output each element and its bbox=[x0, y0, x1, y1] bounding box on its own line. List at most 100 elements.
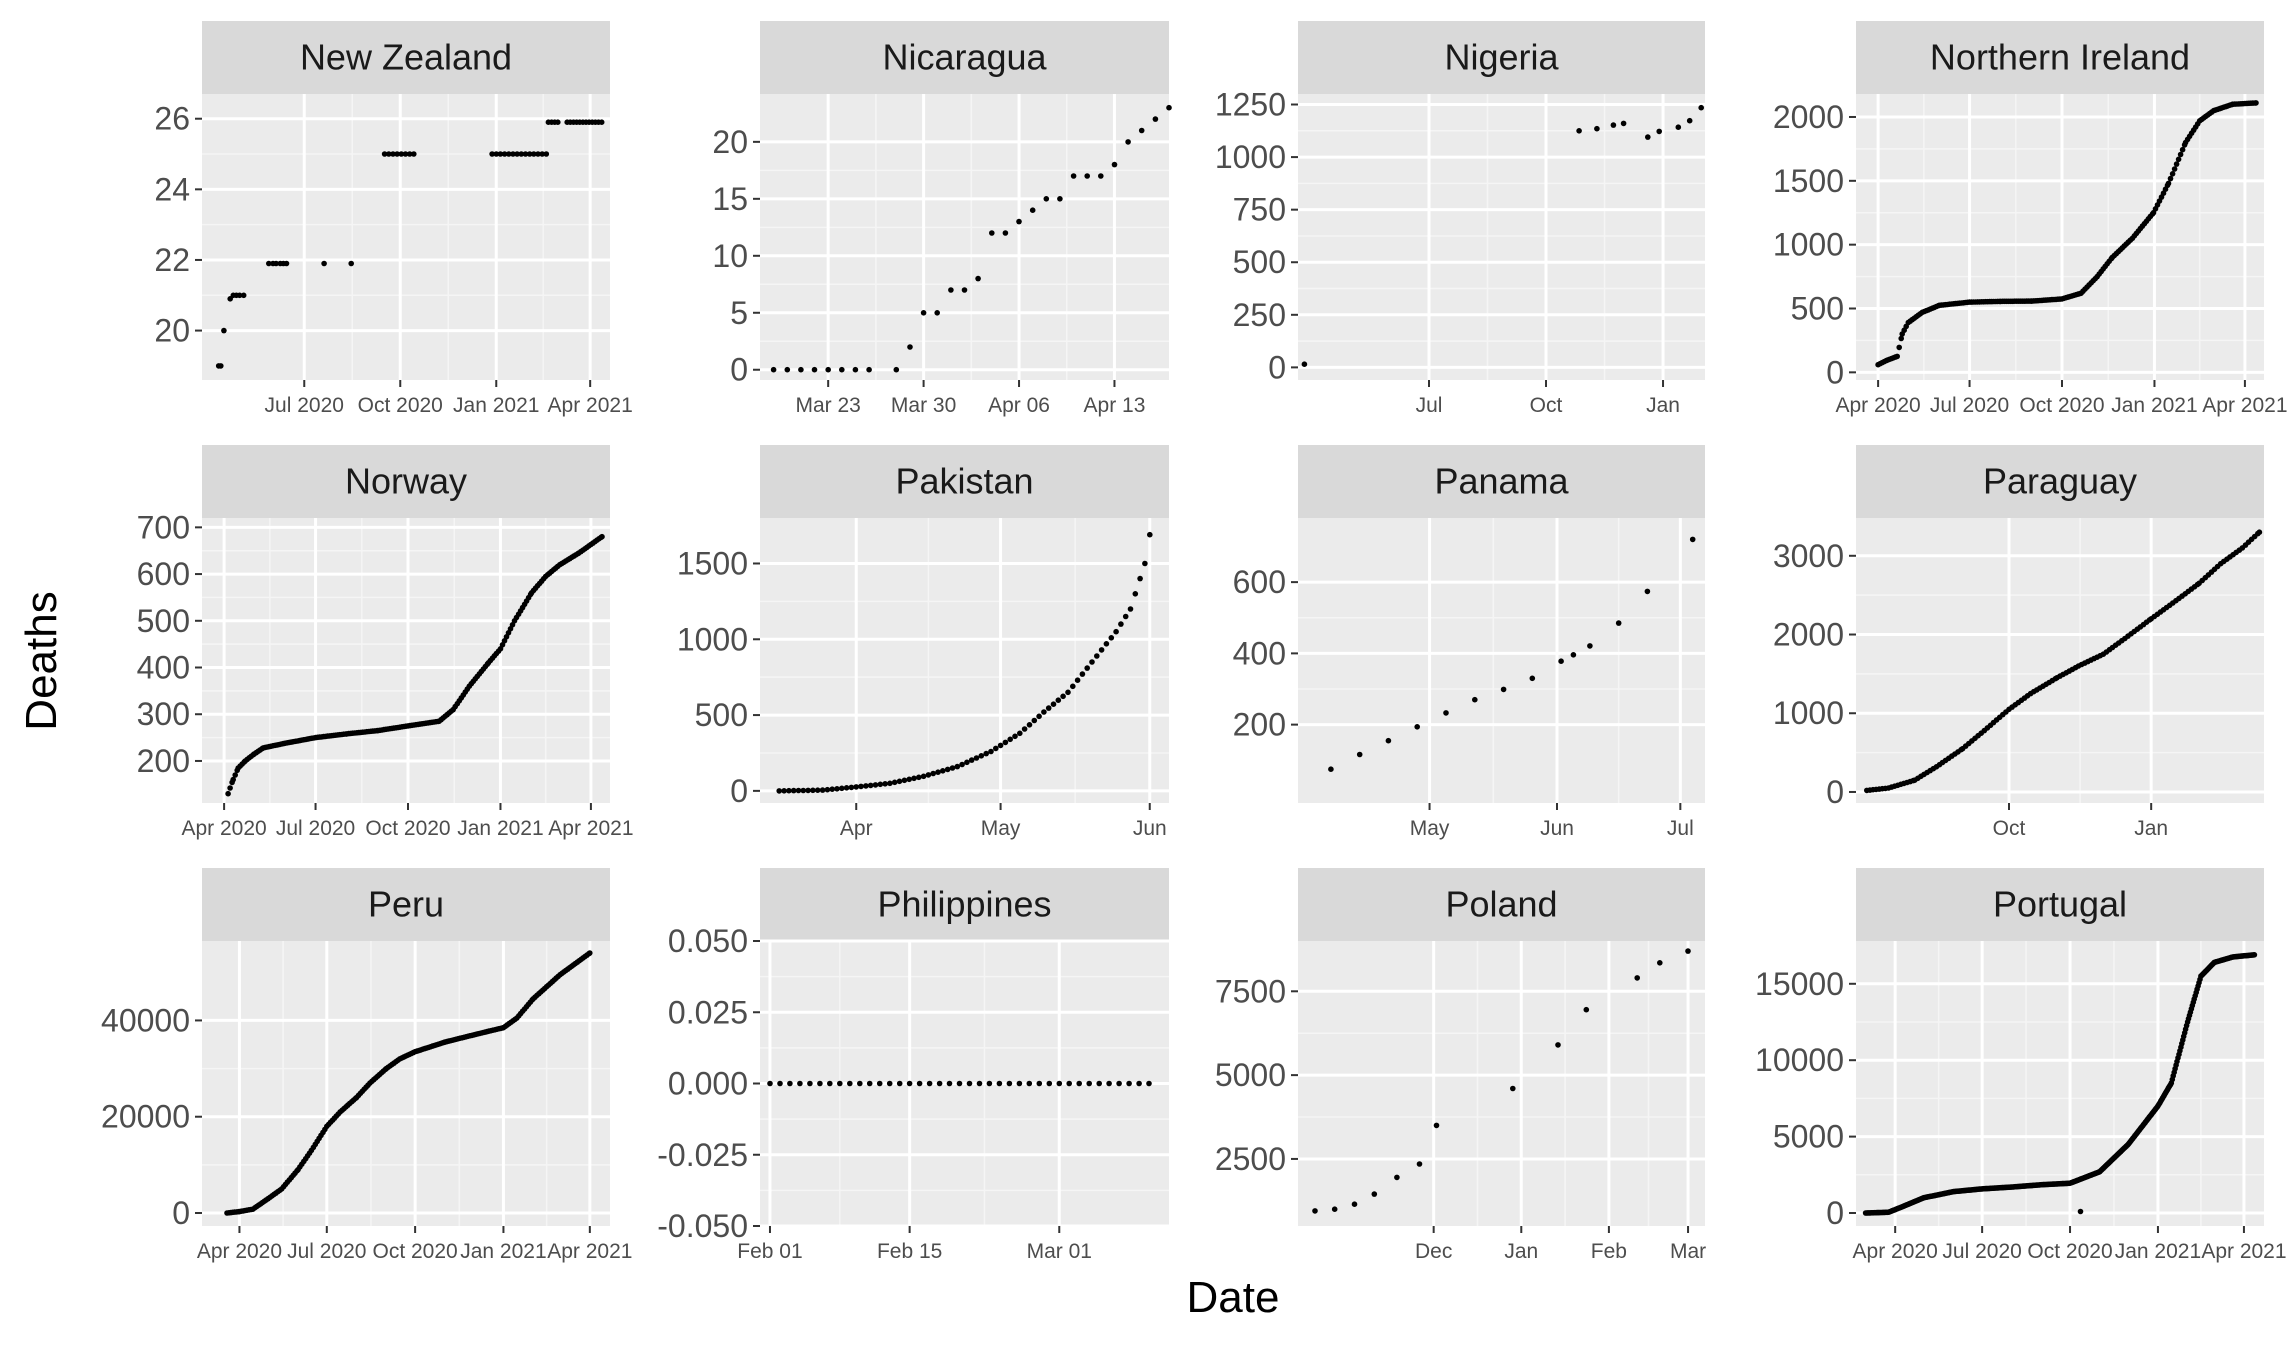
data-point bbox=[959, 761, 965, 768]
y-axis-title: Deaths bbox=[17, 591, 66, 730]
data-point bbox=[1103, 641, 1110, 647]
data-point bbox=[1385, 737, 1392, 744]
data-point bbox=[978, 753, 985, 759]
x-tick-label: Jan bbox=[1646, 394, 1680, 417]
data-point bbox=[907, 344, 913, 350]
data-point bbox=[946, 1080, 953, 1087]
y-tick-label: 1000 bbox=[1773, 695, 1844, 731]
data-point bbox=[1084, 173, 1090, 179]
data-point bbox=[797, 1080, 803, 1087]
y-tick-label: 40000 bbox=[101, 1002, 190, 1038]
data-point bbox=[1166, 104, 1172, 111]
x-tick-label: Oct 2020 bbox=[373, 1240, 458, 1263]
data-point bbox=[1394, 1174, 1400, 1181]
data-point bbox=[776, 788, 782, 794]
y-tick-label: 10 bbox=[712, 238, 748, 274]
data-point bbox=[1056, 1080, 1063, 1087]
data-point bbox=[1066, 1080, 1072, 1087]
data-point bbox=[829, 786, 835, 792]
data-point bbox=[2165, 180, 2172, 187]
x-tick-label: May bbox=[1410, 817, 1450, 840]
data-point bbox=[1657, 960, 1663, 966]
y-tick-label: 0 bbox=[1826, 1195, 1844, 1231]
data-point bbox=[800, 787, 807, 794]
data-points bbox=[1864, 529, 2263, 794]
data-point bbox=[1057, 196, 1063, 202]
data-point bbox=[225, 790, 231, 797]
data-points bbox=[776, 531, 1153, 794]
data-point bbox=[1118, 621, 1124, 627]
data-point bbox=[997, 742, 1004, 749]
facet-title: Philippines bbox=[877, 884, 1051, 925]
data-point bbox=[988, 748, 994, 755]
data-point bbox=[986, 1080, 993, 1087]
data-point bbox=[1122, 613, 1129, 620]
y-tick-label: 0 bbox=[730, 352, 748, 388]
data-point bbox=[1086, 1080, 1092, 1087]
data-point bbox=[1558, 658, 1564, 664]
x-tick-label: Apr 2020 bbox=[181, 817, 266, 840]
data-point bbox=[1351, 1201, 1358, 1207]
data-point bbox=[501, 151, 508, 157]
y-tick-label: 400 bbox=[1233, 635, 1286, 671]
data-point bbox=[920, 310, 927, 316]
data-point bbox=[866, 1080, 873, 1087]
facet-strip bbox=[1298, 868, 1705, 941]
data-point bbox=[1007, 736, 1013, 743]
data-point bbox=[1050, 701, 1057, 707]
x-tick-label: Apr 2020 bbox=[1853, 1240, 1938, 1263]
y-tick-label: 2500 bbox=[1215, 1141, 1286, 1177]
data-points bbox=[767, 1080, 1152, 1087]
data-point bbox=[1046, 1080, 1053, 1087]
data-point bbox=[1331, 1206, 1338, 1212]
y-tick-label: 2000 bbox=[1773, 617, 1844, 653]
data-point bbox=[2175, 156, 2182, 163]
x-tick-label: Jan 2021 bbox=[460, 1240, 546, 1263]
data-point bbox=[535, 151, 541, 157]
facet-panel: Northern Ireland 0 500 1000 1500 2000 Apr 2020… bbox=[1773, 21, 2287, 417]
x-tick-label: Oct bbox=[1530, 394, 1563, 417]
data-point bbox=[993, 745, 999, 752]
data-point bbox=[916, 1080, 923, 1087]
data-point bbox=[1644, 588, 1651, 595]
y-tick-label: 500 bbox=[1233, 244, 1286, 280]
data-point bbox=[886, 1080, 893, 1087]
data-point bbox=[1043, 196, 1050, 202]
x-tick-label: Apr 13 bbox=[1084, 394, 1146, 417]
data-point bbox=[896, 778, 903, 785]
data-point bbox=[543, 151, 550, 157]
x-tick-label: Jul 2020 bbox=[1942, 1240, 2021, 1263]
data-points bbox=[1301, 104, 1704, 368]
data-point bbox=[227, 785, 233, 791]
data-point bbox=[814, 787, 821, 793]
data-point bbox=[348, 260, 355, 267]
y-tick-label: 500 bbox=[137, 603, 190, 639]
data-point bbox=[1152, 116, 1159, 122]
x-tick-label: Dec bbox=[1415, 1240, 1452, 1263]
data-point bbox=[876, 1080, 883, 1087]
y-tick-label: 7500 bbox=[1215, 973, 1286, 1009]
x-tick-label: Apr 2021 bbox=[2201, 1240, 2286, 1263]
data-points bbox=[1328, 536, 1696, 772]
data-point bbox=[901, 777, 908, 784]
data-point bbox=[839, 785, 845, 792]
data-point bbox=[1076, 1080, 1082, 1087]
data-point bbox=[1036, 1080, 1043, 1087]
data-point bbox=[784, 366, 791, 373]
y-tick-label: 1500 bbox=[677, 545, 748, 581]
data-point bbox=[2256, 529, 2263, 535]
data-point bbox=[1675, 124, 1682, 130]
y-tick-label: 600 bbox=[1233, 564, 1286, 600]
y-tick-label: 1500 bbox=[1773, 163, 1844, 199]
data-point bbox=[968, 757, 975, 763]
data-point bbox=[817, 1080, 823, 1087]
y-tick-label: 15000 bbox=[1755, 966, 1844, 1002]
data-points bbox=[225, 533, 605, 797]
data-point bbox=[2179, 146, 2186, 153]
x-tick-label: Feb 15 bbox=[877, 1240, 942, 1263]
x-tick-label: Jan bbox=[2134, 817, 2168, 840]
data-point bbox=[827, 1080, 833, 1087]
y-tick-label: 250 bbox=[1233, 297, 1286, 333]
y-tick-label: 500 bbox=[695, 697, 748, 733]
facet-panel: Philippines -0.050 -0.025 0.000 0.025 0.050 Fe… bbox=[657, 868, 1169, 1263]
